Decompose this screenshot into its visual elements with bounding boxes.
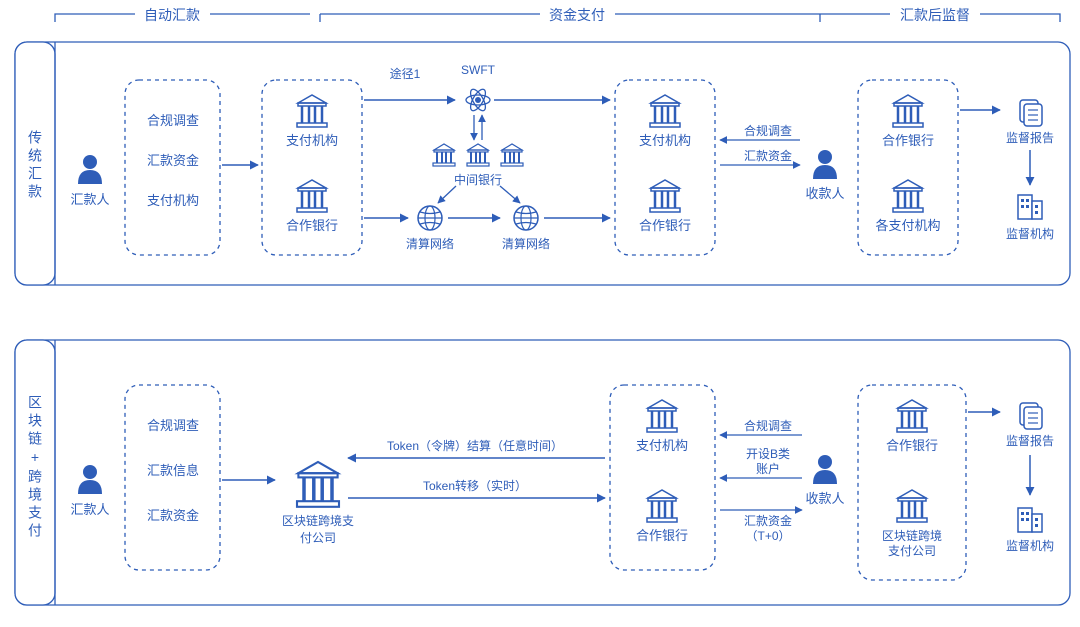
row2-title: 区块链+跨境支付 — [27, 395, 43, 541]
atom-icon — [466, 87, 490, 113]
diagram-canvas: 自动汇款 资金支付 汇款后监督 传统汇款 汇款人 合规调查 汇款资金 支付机构 … — [0, 0, 1080, 627]
r1-inst-partner: 合作银行 — [286, 218, 338, 233]
r1-agency: 监督机构 — [1006, 226, 1054, 241]
bank-icon — [897, 400, 927, 432]
bank-icon — [897, 490, 927, 522]
globe-icon — [418, 206, 442, 230]
building-icon — [1018, 508, 1042, 532]
phase2-label: 资金支付 — [549, 7, 605, 23]
doc-icon — [1020, 100, 1042, 126]
r1-swift: SWFT — [461, 63, 496, 77]
bank-icon — [893, 180, 923, 212]
r1-path1: 途径1 — [390, 66, 421, 81]
r1-right-partner: 合作银行 — [882, 133, 934, 148]
r1-right-payall: 各支付机构 — [875, 218, 940, 233]
bank-icon — [297, 95, 327, 127]
r2-company-l2: 付公司 — [300, 531, 336, 545]
bank-icon — [501, 144, 523, 166]
person-icon — [813, 455, 837, 484]
r2-receiver: 收款人 — [805, 491, 844, 506]
r2-right-comp-l2: 支付公司 — [888, 544, 936, 558]
r2-report: 监督报告 — [1006, 433, 1054, 448]
bank-icon — [650, 95, 680, 127]
r2-sb-l1: 合规调查 — [147, 418, 199, 433]
r2-sb-l2: 汇款信息 — [147, 463, 199, 478]
bank-icon — [297, 180, 327, 212]
phase-headers: 自动汇款 资金支付 汇款后监督 — [55, 6, 1060, 24]
r1-receiver: 收款人 — [805, 186, 844, 201]
bank-icon — [650, 180, 680, 212]
row1: 传统汇款 汇款人 合规调查 汇款资金 支付机构 支付机构 合作银行 途径1 SW… — [15, 42, 1070, 285]
r1-clear1: 清算网络 — [406, 236, 454, 251]
r1-rside-l1: 合规调查 — [744, 123, 792, 138]
bank-icon — [467, 144, 489, 166]
row1-sender: 汇款人 — [70, 192, 109, 207]
bank-icon — [893, 95, 923, 127]
phase1-label: 自动汇款 — [144, 7, 200, 23]
bank-icon — [647, 490, 677, 522]
r2-company-l1: 区块链跨境支 — [282, 513, 354, 528]
building-icon — [1018, 195, 1042, 219]
doc-icon — [1020, 403, 1042, 429]
phase3-label: 汇款后监督 — [900, 7, 970, 23]
row1-title: 传统汇款 — [27, 130, 43, 202]
row2: 区块链+跨境支付 汇款人 合规调查 汇款信息 汇款资金 区块链跨境支 付公司 T… — [15, 340, 1070, 605]
person-icon — [78, 465, 102, 494]
r2-rside-l3a: 汇款资金 — [744, 513, 792, 528]
r1-rbox-pay: 支付机构 — [639, 133, 691, 148]
person-icon — [78, 155, 102, 184]
r2-rside-l2a: 开设B类 — [746, 447, 790, 461]
r2-right-partner: 合作银行 — [886, 438, 938, 453]
person-icon — [813, 150, 837, 179]
r1-sb-l1: 合规调查 — [147, 113, 199, 128]
r2-rbox-pay: 支付机构 — [636, 438, 688, 453]
r1-sb-l2: 汇款资金 — [147, 153, 199, 168]
r1-rbox-partner: 合作银行 — [639, 218, 691, 233]
r2-rbox-partner: 合作银行 — [636, 528, 688, 543]
r2-token-transfer: Token转移（实时） — [423, 478, 527, 493]
r2-right-comp-l1: 区块链跨境 — [882, 528, 942, 543]
r2-agency: 监督机构 — [1006, 538, 1054, 553]
r2-sb-l3: 汇款资金 — [147, 508, 199, 523]
r1-sb-l3: 支付机构 — [147, 193, 199, 208]
bank-icon — [297, 462, 339, 507]
globe-icon — [514, 206, 538, 230]
r2-token-settle: Token（令牌）结算（任意时间） — [387, 438, 563, 453]
bank-icon — [647, 400, 677, 432]
r1-rside-l2: 汇款资金 — [744, 148, 792, 163]
r2-rside-l2b: 账户 — [756, 461, 780, 476]
bank-icon — [433, 144, 455, 166]
r2-sender: 汇款人 — [70, 502, 109, 517]
r2-rside-l3b: （T+0） — [745, 529, 790, 543]
r1-clear2: 清算网络 — [502, 236, 550, 251]
r2-rside-l1: 合规调查 — [744, 418, 792, 433]
r1-report: 监督报告 — [1006, 130, 1054, 145]
r1-midbank: 中间银行 — [454, 172, 502, 187]
r1-inst-pay: 支付机构 — [286, 133, 338, 148]
